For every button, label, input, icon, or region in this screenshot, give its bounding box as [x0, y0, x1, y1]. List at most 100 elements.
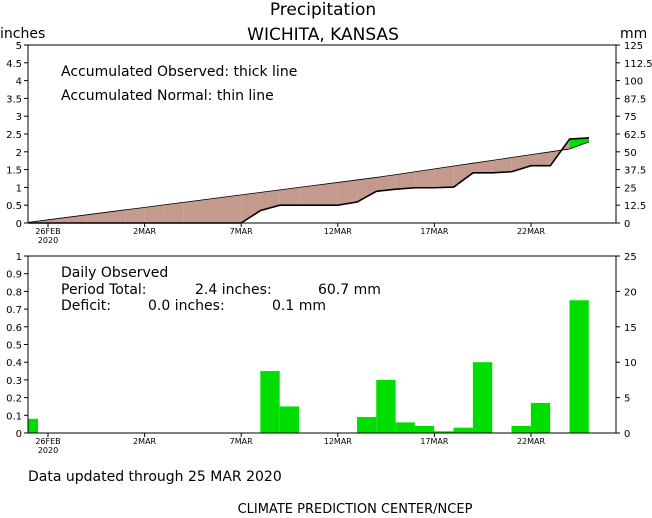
accumulated-gap-segment — [434, 166, 454, 188]
top-x-tick-label: 2MAR — [133, 227, 156, 236]
chart-title: Precipitation — [270, 0, 376, 20]
top-right-tick-label: 112.5 — [624, 59, 652, 70]
credit-line: CLIMATE PREDICTION CENTER/NCEP — [238, 502, 473, 517]
bottom-x-tick-label: 22MAR — [517, 437, 546, 446]
top-x-tick-label: 17MAR — [420, 227, 449, 236]
bottom-x-tick-label: 17MAR — [420, 437, 449, 446]
bottom-right-tick-label: 0 — [624, 429, 630, 440]
accumulated-panel: 00.511.522.533.544.55012.52537.55062.575… — [6, 41, 652, 245]
legend-observed: Accumulated Observed: thick line — [61, 64, 297, 80]
daily-bar — [569, 300, 589, 433]
top-right-tick-label: 100 — [624, 77, 643, 88]
accumulated-gap-segment — [202, 197, 222, 223]
accumulated-gap-segment — [221, 194, 242, 223]
bottom-left-tick-label: 0.7 — [6, 305, 22, 316]
bottom-right-tick-label: 20 — [624, 287, 637, 298]
accumulated-gap-segment — [395, 171, 416, 190]
daily-bar — [376, 379, 396, 433]
period-total-label: Period Total: — [61, 282, 147, 298]
top-x-tick-label: 7MAR — [230, 227, 253, 236]
right-unit-label: mm — [620, 26, 647, 42]
bottom-left-tick-label: 0.9 — [6, 270, 22, 281]
top-right-tick-label: 50 — [624, 148, 637, 159]
daily-bar — [453, 427, 473, 433]
bottom-left-tick-label: 0.6 — [6, 323, 22, 334]
top-right-tick-label: 12.5 — [624, 201, 646, 212]
daily-bar — [395, 422, 415, 433]
accumulated-gap-segment — [299, 184, 319, 206]
data-updated-note: Data updated through 25 MAR 2020 — [28, 469, 282, 485]
top-left-tick-label: 2 — [16, 148, 22, 159]
daily-panel: 00.10.20.30.40.50.60.70.80.9105101520252… — [6, 252, 637, 455]
bottom-right-tick-label: 5 — [624, 394, 630, 405]
bottom-left-tick-label: 0.1 — [6, 411, 22, 422]
bottom-left-tick-label: 0.2 — [6, 394, 22, 405]
top-left-tick-label: 4 — [16, 77, 22, 88]
top-left-tick-label: 3.5 — [6, 94, 22, 105]
period-total-mm: 60.7 mm — [318, 282, 381, 298]
accumulated-gap-segment — [48, 217, 68, 223]
bottom-left-tick-label: 0 — [16, 429, 22, 440]
bottom-right-tick-label: 25 — [624, 252, 637, 263]
accumulated-gap-segment — [183, 199, 203, 223]
accumulated-observed-line — [28, 137, 590, 224]
daily-bar — [28, 418, 38, 433]
accumulated-gap-segment — [357, 177, 377, 202]
deficit-inches: 0.0 inches: — [148, 298, 225, 314]
top-left-tick-label: 0.5 — [6, 201, 22, 212]
top-right-tick-label: 125 — [624, 41, 643, 52]
bottom-x-tick-label: 7MAR — [230, 437, 253, 446]
accumulated-gap-segment — [531, 151, 551, 166]
deficit-label: Deficit: — [61, 298, 111, 314]
top-right-tick-label: 37.5 — [624, 166, 646, 177]
accumulated-gap-segment — [279, 187, 300, 206]
daily-bar — [434, 431, 454, 433]
bottom-right-tick-label: 10 — [624, 358, 637, 369]
bottom-left-tick-label: 0.8 — [6, 287, 22, 298]
chart-subtitle: WICHITA, KANSAS — [247, 25, 399, 45]
bottom-x-tick-label: 26FEB — [35, 437, 60, 446]
legend-normal: Accumulated Normal: thin line — [61, 88, 274, 104]
accumulated-gap-segment — [415, 168, 435, 188]
bottom-right-tick-label: 15 — [624, 323, 637, 334]
bottom-x-tick-label: 12MAR — [324, 437, 353, 446]
top-right-tick-label: 87.5 — [624, 94, 646, 105]
accumulated-gap-segment — [105, 209, 126, 223]
top-right-tick-label: 62.5 — [624, 130, 646, 141]
accumulated-gap-segment — [376, 174, 396, 192]
top-left-tick-label: 5 — [16, 41, 22, 52]
bottom-left-tick-label: 0.4 — [6, 358, 22, 369]
top-x-tick-label: 22MAR — [517, 227, 546, 236]
bottom-left-tick-label: 0.5 — [6, 341, 22, 352]
bottom-left-tick-label: 0.3 — [6, 376, 22, 387]
accumulated-normal-line — [28, 141, 590, 223]
left-unit-label: inches — [0, 26, 45, 42]
accumulated-gap-segment — [125, 207, 145, 223]
daily-bar — [414, 425, 435, 433]
accumulated-gap-segment — [86, 212, 106, 223]
top-right-tick-label: 25 — [624, 183, 637, 194]
deficit-mm: 0.1 mm — [272, 298, 326, 314]
accumulated-gap-segment — [337, 179, 358, 206]
top-left-tick-label: 2.5 — [6, 130, 22, 141]
top-left-tick-label: 4.5 — [6, 59, 22, 70]
daily-bar — [356, 417, 377, 433]
accumulated-gap-segment — [473, 160, 493, 173]
top-x-tick-label: 26FEB — [35, 227, 60, 236]
accumulated-gap-segment — [492, 157, 512, 173]
bottom-left-tick-label: 1 — [16, 252, 22, 263]
top-left-tick-label: 1 — [16, 183, 22, 194]
top-left-tick-label: 1.5 — [6, 166, 22, 177]
accumulated-gap-segment — [511, 154, 531, 172]
period-total-inches: 2.4 inches: — [195, 282, 272, 298]
daily-bar — [279, 406, 299, 433]
accumulated-gap-segment — [260, 189, 280, 211]
accumulated-gap-segment — [163, 202, 184, 223]
top-right-tick-label: 75 — [624, 112, 637, 123]
accumulated-gap-segment — [453, 163, 474, 188]
accumulated-gap-segment — [241, 192, 261, 223]
top-left-tick-label: 3 — [16, 112, 22, 123]
daily-bar — [511, 425, 531, 433]
daily-bar — [472, 362, 493, 433]
